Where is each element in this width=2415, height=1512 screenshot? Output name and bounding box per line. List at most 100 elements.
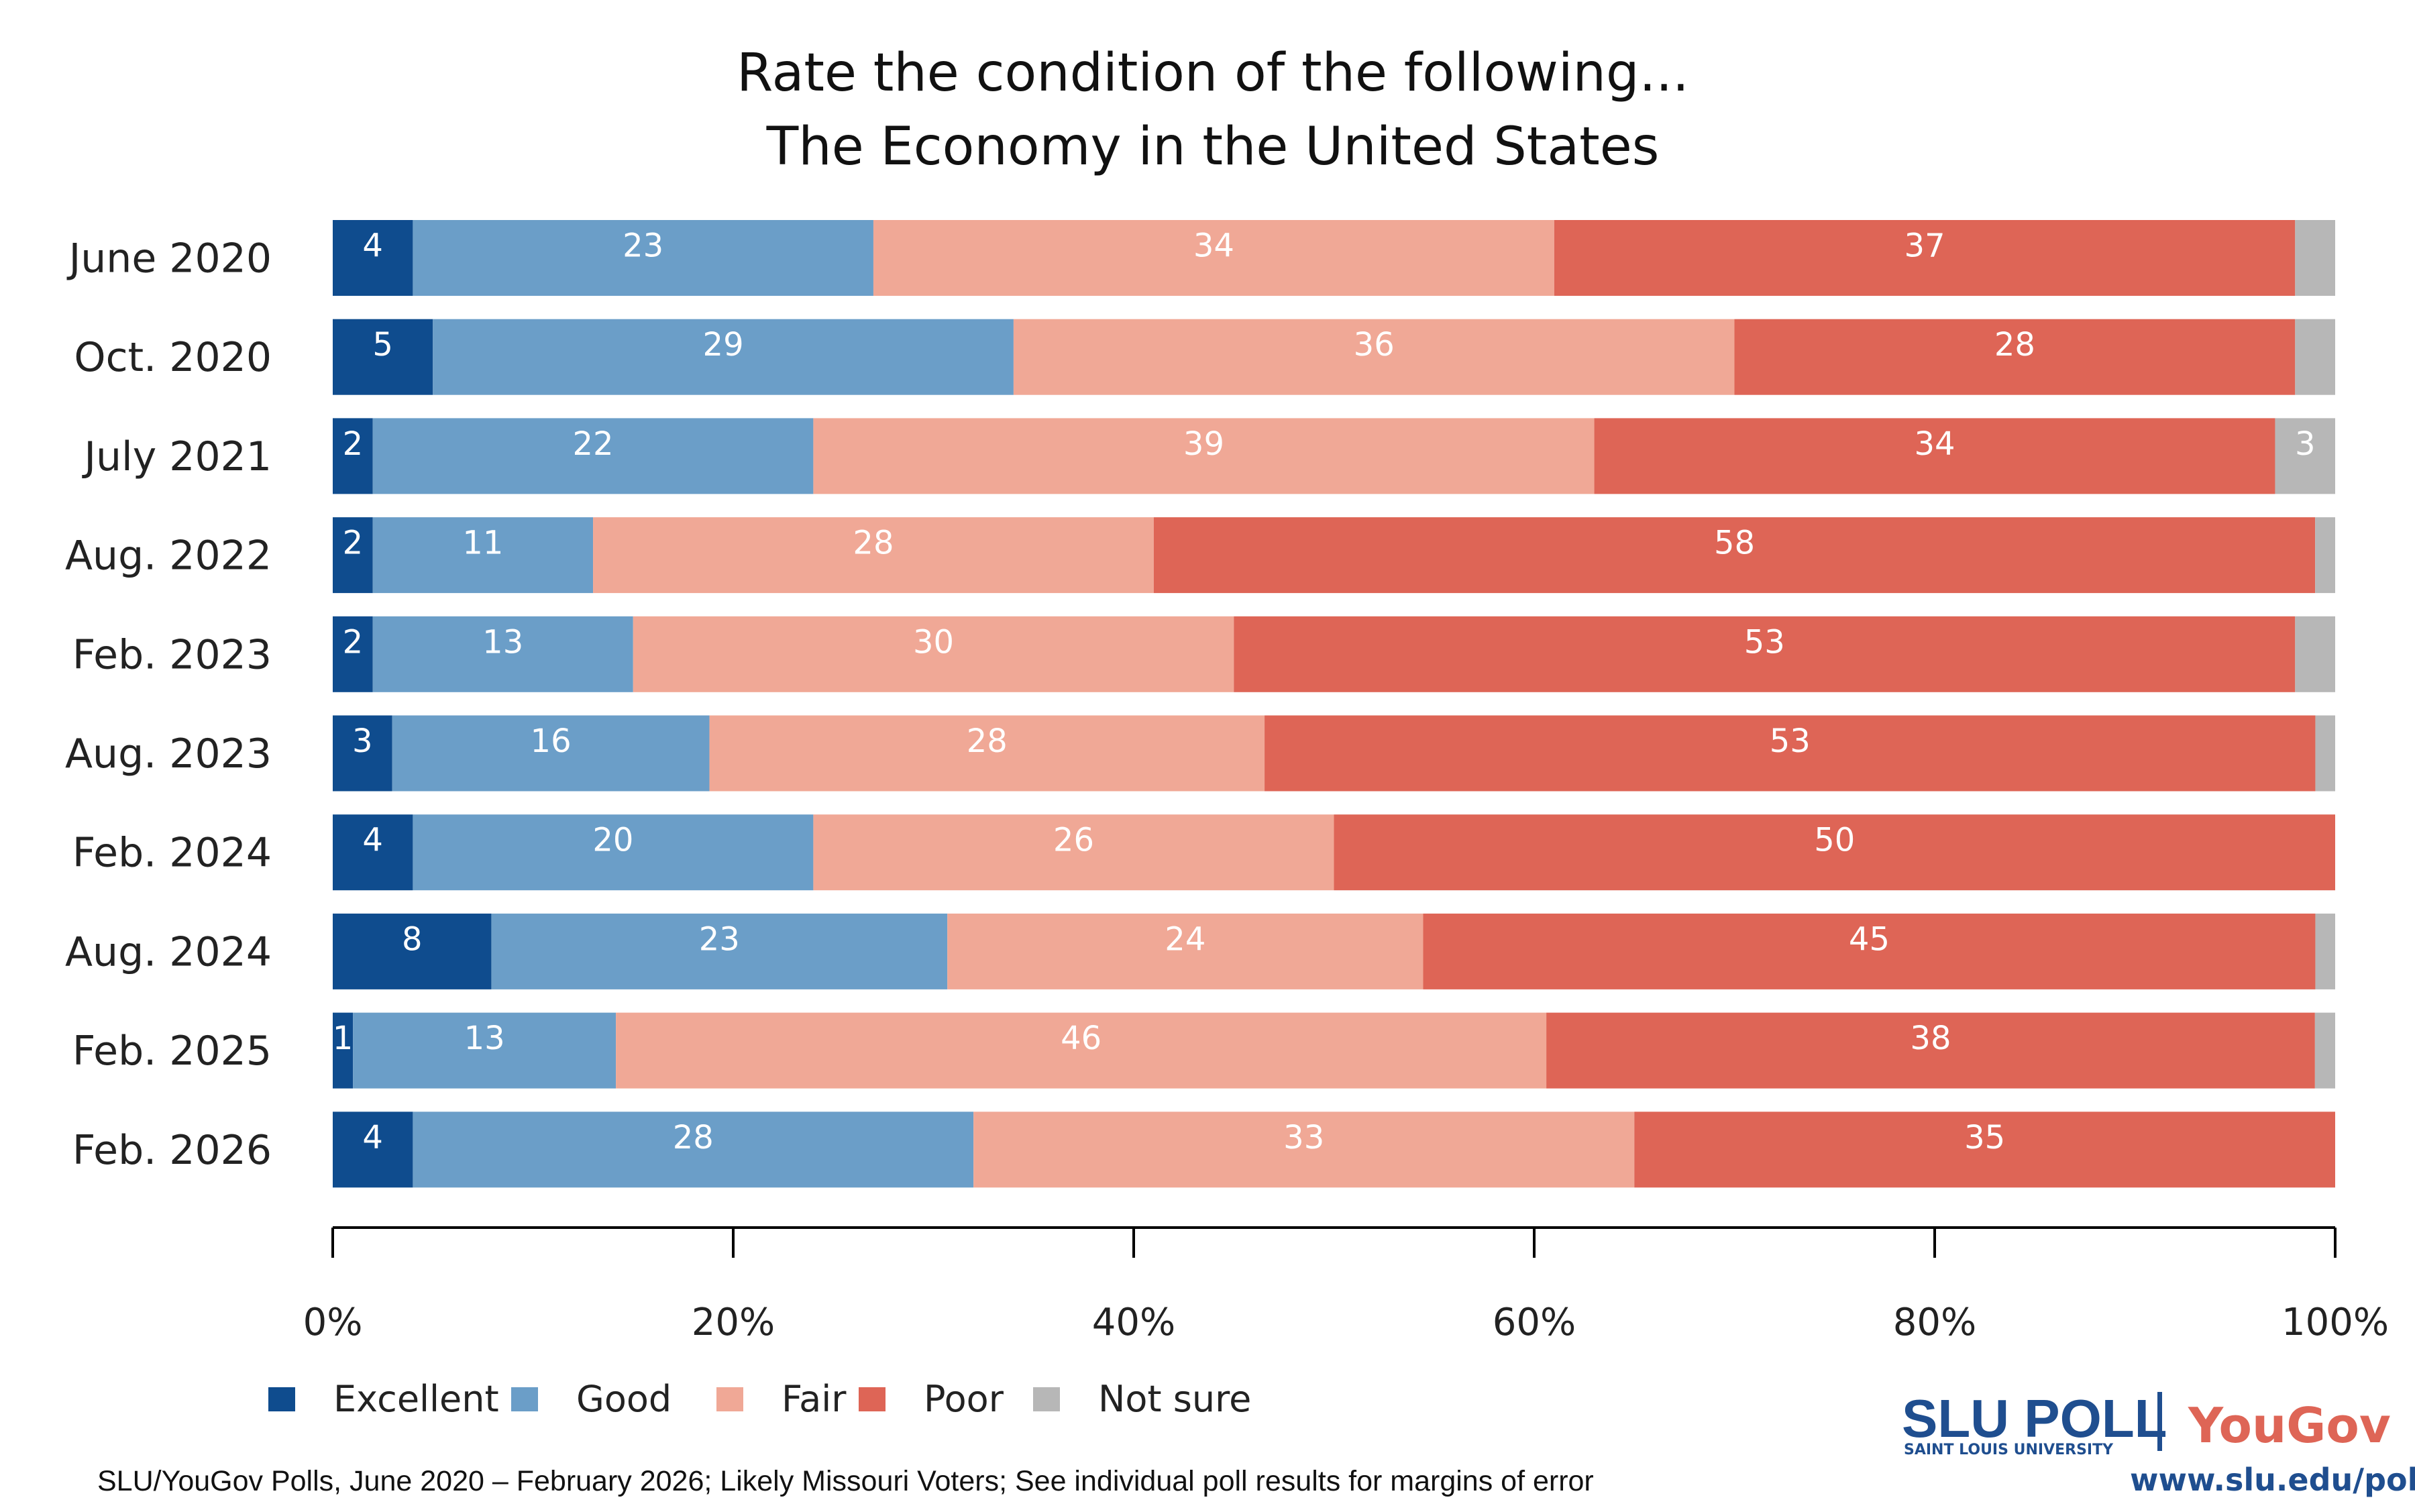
bar-segment-not-sure [2315,517,2335,594]
data-label: 28 [967,722,1008,760]
bar-segment-not-sure [2275,418,2335,494]
category-label: July 2021 [81,433,272,480]
data-label: 30 [913,623,954,661]
bar-segment-excellent [333,1012,354,1089]
data-label: 22 [573,425,614,463]
data-label: 45 [1849,920,1890,958]
bar-segment-good [372,517,594,594]
data-label: 34 [1193,227,1234,265]
data-label: 46 [1061,1020,1102,1057]
bar-segment-fair [616,1012,1547,1089]
poll-url: www.slu.edu/poll [2130,1462,2415,1498]
data-label: 53 [1744,623,1785,661]
legend-label: Fair [782,1378,847,1420]
category-label: Aug. 2023 [65,731,272,777]
legend-swatch [268,1387,295,1411]
data-label: 53 [1770,722,1811,760]
data-label: 3 [352,722,373,760]
data-label: 28 [673,1119,714,1156]
bar-segment-not-sure [2315,715,2335,792]
category-label: Oct. 2020 [74,334,272,381]
bar-segment-excellent [333,418,373,494]
bar-segment-excellent [333,814,413,891]
bar-segment-excellent [333,1112,413,1188]
bar-segment-poor [1265,715,2316,792]
data-label: 34 [1914,425,1955,463]
data-label: 23 [699,920,740,958]
slu-poll-logo: SLU POLL SAINT LOUIS UNIVERSITY YouGov w… [1902,1389,2415,1498]
x-tick-label: 0% [303,1301,363,1344]
category-label: Aug. 2022 [65,533,272,580]
svg-text:YouGov: YouGov [2188,1397,2391,1454]
data-label: 13 [464,1020,505,1057]
bar-segment-poor [1546,1012,2315,1089]
bar-segment-fair [633,616,1234,692]
data-label: 1 [333,1020,354,1057]
legend-swatch [716,1387,743,1411]
legend-label: Excellent [333,1378,499,1420]
bar-segment-poor [1334,814,2335,891]
category-label: June 2020 [66,235,272,282]
bar-segment-good [413,1112,974,1188]
x-tick-label: 80% [1893,1301,1976,1344]
category-label: Feb. 2023 [72,631,272,678]
data-label: 38 [1910,1020,1951,1057]
legend-label: Poor [924,1378,1004,1420]
footnote: SLU/YouGov Polls, June 2020 – February 2… [97,1465,1594,1497]
data-label: 23 [623,227,663,265]
data-label: 4 [362,227,383,265]
bar-segment-not-sure [2314,1012,2335,1089]
data-label: 36 [1354,326,1395,364]
data-label: 13 [482,623,523,661]
data-label: 4 [362,822,383,859]
bar-segment-fair [873,220,1554,296]
data-label: 39 [1183,425,1224,463]
bar-segment-not-sure [2295,616,2335,692]
category-label: Feb. 2024 [72,830,272,877]
bar-segment-excellent [333,517,373,594]
bar-segment-good [433,319,1014,395]
bar-segment-good [413,814,814,891]
bar-segment-fair [593,517,1154,594]
bar-segment-fair [813,814,1334,891]
data-label: 2 [343,525,364,562]
x-tick-label: 40% [1092,1301,1175,1344]
bar-segment-not-sure [2315,913,2335,989]
bar-segment-not-sure [2295,220,2335,296]
legend: Excellent Good Fair Poor Not sure [268,1378,1251,1420]
x-tick-label: 20% [692,1301,775,1344]
data-label: 26 [1053,822,1094,859]
category-label: Feb. 2026 [72,1127,272,1174]
data-label: 50 [1814,822,1855,859]
x-axis: 0% 20% 40% 60% 80% 100% [303,1226,2389,1344]
legend-label: Good [576,1378,672,1420]
bar-segment-excellent [333,715,392,792]
bar-segment-good [372,418,814,494]
data-label: 58 [1714,525,1755,562]
bar-segment-not-sure [2295,319,2335,395]
bar-segment-excellent [333,220,413,296]
data-label: 37 [1904,227,1945,265]
bar-segment-fair [1013,319,1735,395]
data-label: 28 [853,525,894,562]
bar-segment-excellent [333,319,433,395]
bar-segment-good [392,715,710,792]
bar-segment-fair [709,715,1265,792]
data-label: 33 [1283,1119,1324,1156]
bar-segment-fair [973,1112,1635,1188]
bar-segment-good [372,616,633,692]
bar-segment-poor [1634,1112,2335,1188]
bar-segment-fair [947,913,1424,989]
bar-segment-fair [813,418,1595,494]
category-label: Feb. 2025 [72,1028,272,1075]
bar-segment-poor [1234,616,2296,692]
bar-segment-excellent [333,616,373,692]
svg-text:SAINT LOUIS UNIVERSITY: SAINT LOUIS UNIVERSITY [1904,1442,2114,1458]
data-label: 24 [1165,920,1205,958]
data-label: 20 [592,822,633,859]
chart-title-line2: The Economy in the United States [766,117,1660,177]
legend-swatch [1033,1387,1060,1411]
bar-segment-poor [1594,418,2275,494]
bar-segment-poor [1554,220,2296,296]
